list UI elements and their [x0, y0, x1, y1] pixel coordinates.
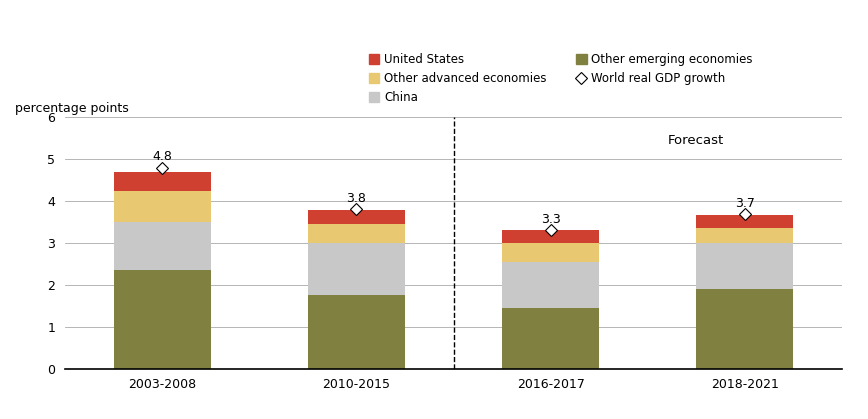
Bar	[502, 230, 599, 243]
Bar	[308, 243, 405, 295]
Text: 3.3: 3.3	[541, 213, 561, 226]
Legend: United States, Other advanced economies, China, Other emerging economies, World : United States, Other advanced economies,…	[366, 51, 755, 106]
Bar	[696, 289, 793, 369]
Bar	[502, 243, 599, 262]
Text: 3.8: 3.8	[346, 192, 366, 205]
Bar	[502, 262, 599, 308]
Text: 4.8: 4.8	[152, 150, 172, 163]
Bar	[696, 228, 793, 243]
Text: 3.7: 3.7	[735, 197, 755, 210]
Bar	[114, 270, 211, 369]
Bar	[502, 308, 599, 369]
Bar	[308, 224, 405, 243]
Text: percentage points: percentage points	[15, 102, 128, 115]
Bar	[696, 243, 793, 289]
Bar	[114, 191, 211, 222]
Bar	[696, 215, 793, 228]
Bar	[308, 210, 405, 224]
Bar	[114, 172, 211, 191]
Bar	[114, 222, 211, 270]
Text: Forecast: Forecast	[668, 134, 725, 147]
Bar	[308, 295, 405, 369]
